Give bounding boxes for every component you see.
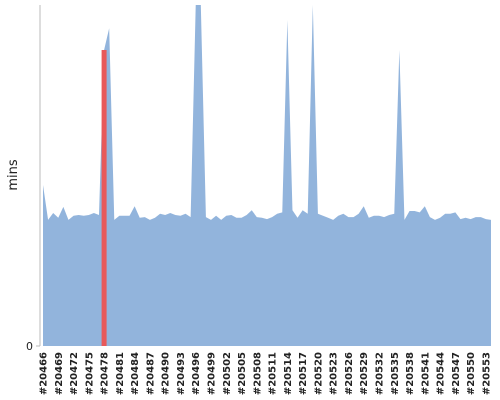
x-tick-label: #20526: [344, 352, 355, 395]
x-tick-label: #20472: [69, 352, 80, 395]
x-tick-label: #20502: [222, 352, 233, 395]
x-tick-label: #20550: [466, 352, 477, 395]
x-tick-label: #20493: [176, 352, 187, 395]
x-tick-label: #20478: [100, 352, 111, 395]
x-tick-label: #20466: [39, 352, 50, 395]
x-tick-label: #20499: [207, 352, 218, 395]
x-tick-label: #20511: [268, 352, 279, 395]
x-tick-label: #20469: [54, 352, 65, 395]
x-tick-label: #20508: [252, 352, 263, 395]
y-axis-label: mins: [6, 159, 21, 191]
x-tick-label: #20538: [405, 352, 416, 395]
x-tick-label: #20475: [84, 352, 95, 395]
x-tick-label: #20517: [298, 352, 309, 395]
area: [43, 5, 491, 346]
x-tick-label: #20529: [359, 352, 370, 395]
highlight-bar: [101, 50, 107, 347]
x-tick-label: #20541: [420, 352, 431, 395]
x-tick-label: #20481: [115, 352, 126, 395]
x-tick-label: #20484: [130, 352, 141, 395]
y-tick-label: 0: [26, 340, 33, 353]
x-tick-label: #20487: [145, 352, 156, 395]
x-tick-label: #20523: [329, 352, 340, 395]
x-tick-label: #20544: [436, 352, 447, 395]
x-tick-label: #20490: [161, 352, 172, 395]
x-tick-label: #20547: [451, 352, 462, 395]
x-tick-label: #20532: [375, 352, 386, 395]
x-tick-label: #20535: [390, 352, 401, 395]
x-tick-label: #20553: [481, 352, 492, 395]
x-tick-label: #20496: [191, 352, 202, 395]
x-tick-label: #20514: [283, 352, 294, 395]
x-tick-label: #20520: [313, 352, 324, 395]
x-tick-label: #20505: [237, 352, 248, 395]
